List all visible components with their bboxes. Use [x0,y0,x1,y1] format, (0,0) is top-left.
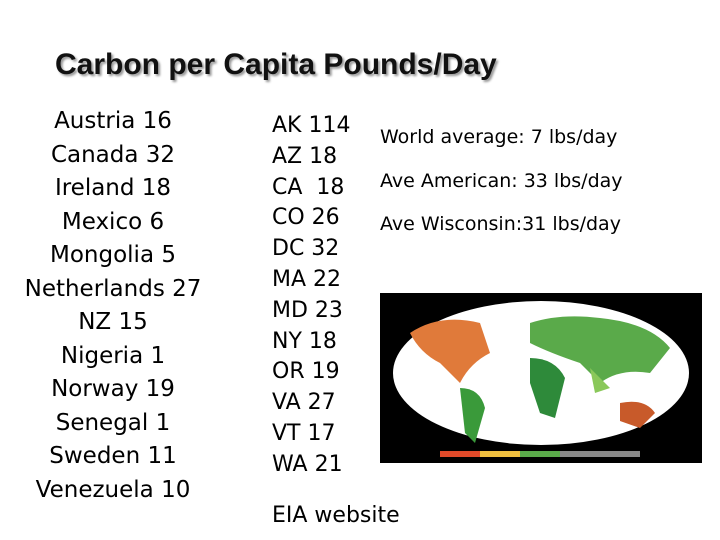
country-entry: Mexico 6 [61,208,165,235]
state-entry: AK 114 [272,113,351,138]
country-entry: Nigeria 1 [60,342,166,369]
country-entry: Senegal 1 [55,409,171,436]
state-entry: NY 18 [272,328,337,354]
country-entry: Ireland 18 [54,175,172,201]
state-entry: AZ 18 [272,143,338,169]
state-entry: OR 19 [272,359,340,385]
state-entry: VA 27 [272,390,336,416]
country-entry: Austria 16 [54,108,172,134]
note: Ave American: 33 lbs/day [380,169,623,192]
state-entry: CO 26 [272,205,340,231]
country-entry: Netherlands 27 [24,275,202,302]
country-entry: Canada 32 [50,141,176,168]
note: Ave Wisconsin:31 lbs/day [380,213,621,235]
country-entry: Sweden 11 [49,443,177,469]
source: EIA website [272,503,400,528]
state-entry: MA 22 [272,267,342,292]
country-entry: Venezuela 10 [35,476,191,503]
country-entry: Norway 19 [51,376,175,402]
country-entry: NZ 15 [78,309,148,335]
state-entry: VT 17 [272,421,336,446]
state-entry: CA 18 [272,174,345,200]
note: World average: 7 lbs/day [380,126,618,148]
country-entry: Mongolia 5 [50,242,176,268]
title: Carbon per Capita Pounds/Day [55,48,497,81]
state-entry: WA 21 [272,451,343,477]
state-entry: MD 23 [272,297,343,323]
world-map [380,293,702,463]
state-entry: DC 32 [272,236,340,262]
